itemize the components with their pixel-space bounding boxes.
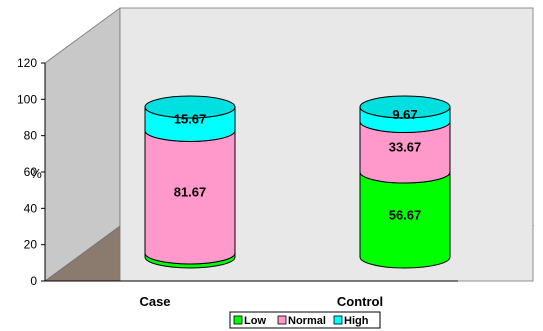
cylinder-top-control	[359, 95, 451, 119]
legend: Low Normal High	[229, 311, 381, 329]
y-axis: 0 20 40 60 80 100 120%	[17, 56, 46, 288]
data-label: 56.67	[389, 207, 422, 222]
data-label: 81.67	[174, 185, 207, 200]
legend-swatch-low	[233, 315, 243, 325]
legend-box	[229, 311, 381, 329]
y-tick-label: 120	[17, 56, 37, 70]
y-tick-label: 80	[24, 129, 38, 143]
y-tick-label: 20	[24, 238, 38, 252]
y-axis-label: %	[30, 166, 42, 181]
chart-walls	[43, 7, 535, 282]
legend-swatch-high	[333, 315, 343, 325]
y-tick-label: 60	[24, 165, 38, 179]
x-tick-label: Control	[337, 294, 383, 309]
data-label: 33.67	[389, 140, 422, 155]
cylinder-top-case	[144, 95, 236, 119]
legend-label-low: Low	[244, 315, 266, 327]
y-tick-label: 0	[30, 274, 37, 288]
cylinder-control: 56.67 33.67 9.67	[359, 95, 451, 269]
x-tick-label: Case	[139, 294, 170, 309]
x-axis: Case Control	[45, 280, 458, 309]
data-label: 9.67	[392, 107, 417, 122]
data-label: 15.67	[174, 112, 207, 127]
legend-swatch-normal	[277, 315, 287, 325]
legend-label-high: High	[344, 315, 369, 327]
legend-label-normal: Normal	[288, 315, 326, 327]
y-tick-label: 40	[24, 201, 38, 215]
y-tick-label: 100	[17, 92, 37, 106]
